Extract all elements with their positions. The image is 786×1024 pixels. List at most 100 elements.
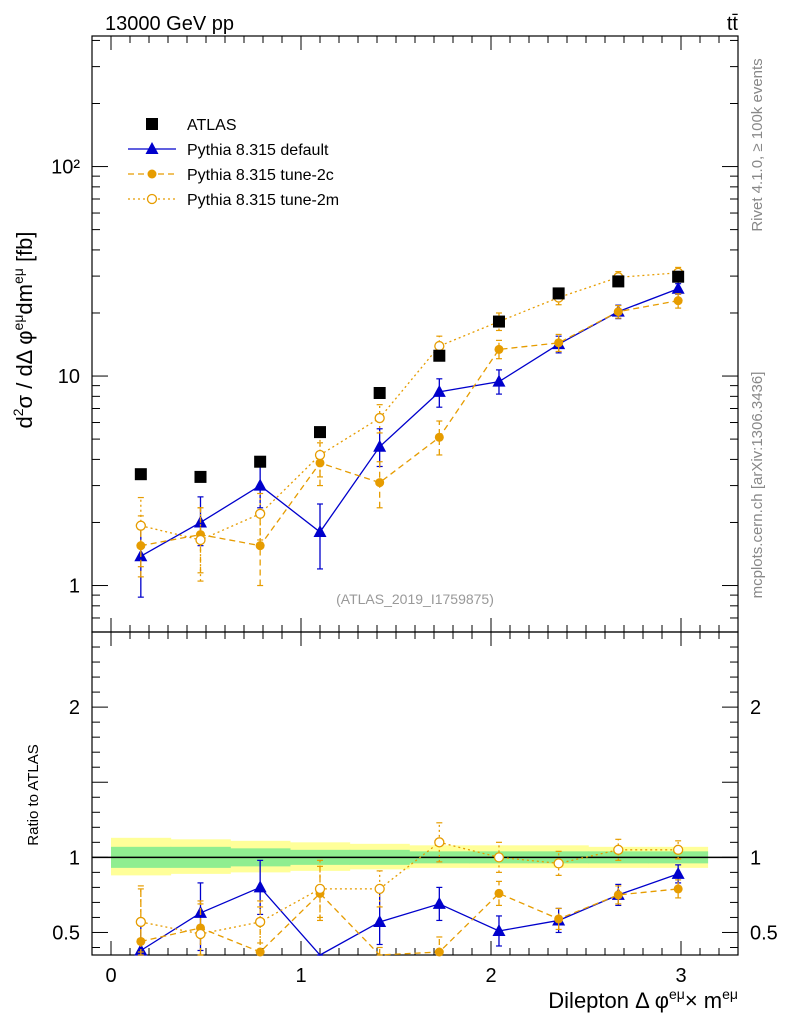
- default-data-point: [373, 439, 387, 452]
- legend-label: ATLAS: [187, 117, 237, 134]
- legend: ATLAS Pythia 8.315 default Pythia 8.315 tu…: [128, 117, 339, 209]
- process-label: tt̄: [727, 13, 739, 35]
- legend-entry-atlas: ATLAS: [146, 117, 237, 134]
- tune2c-data-point: [255, 541, 265, 551]
- legend-marker: [147, 169, 157, 179]
- x-axis-label: Dilepton Δ φeμ× meμ: [548, 986, 738, 1013]
- tune2c-data-point: [673, 296, 683, 306]
- tune2c-data-point: [315, 458, 325, 468]
- tune2c-data-point: [255, 947, 265, 957]
- source-label: mcplots.cern.ch [arXiv:1306.3436]: [749, 372, 766, 599]
- default-data-point: [492, 374, 506, 387]
- tune2m-data-point: [493, 852, 505, 863]
- tune2m-line: [140, 841, 679, 935]
- atlas-data-point: [254, 455, 267, 468]
- default-data-point: [253, 880, 267, 893]
- tune2m-data-point: [135, 520, 146, 531]
- y-tick-label: 1: [69, 576, 80, 598]
- default-line: [140, 873, 679, 956]
- tune2m-data-point: [314, 883, 326, 895]
- tune2c-data-point: [375, 478, 385, 488]
- tune2m-series-[object Object]: [135, 266, 684, 582]
- tune2c-line: [140, 888, 679, 956]
- tune2m-data-point: [553, 858, 564, 869]
- default-series-[object Object]: [134, 859, 685, 956]
- ratio-y-tick-label: 2: [69, 697, 80, 719]
- y-tick-label: 10²: [51, 157, 80, 179]
- tune2m-data-point: [673, 844, 684, 855]
- tune2c-data-point: [673, 884, 683, 894]
- tune2m-data-point: [374, 883, 385, 895]
- ratio-y-tick-label: 1: [69, 847, 80, 869]
- tune2m-data-point: [314, 449, 326, 461]
- x-tick-label: 1: [295, 965, 306, 987]
- legend-entry-tune2m: Pythia 8.315 tune-2m: [128, 192, 339, 209]
- legend-entry-tune2c: Pythia 8.315 tune-2c: [128, 167, 334, 184]
- default-line: [140, 288, 679, 557]
- x-tick-label: 0: [105, 965, 116, 987]
- analysis-label: (ATLAS_2019_I1759875): [336, 591, 494, 607]
- energy-label: 13000 GeV pp: [105, 13, 234, 35]
- ratio-uncertainty-band: [92, 837, 738, 876]
- default-data-point: [492, 923, 506, 936]
- ratio-y-tick-label-right: 1: [750, 847, 761, 869]
- rivet-version-label: Rivet 4.1.0, ≥ 100k events: [749, 58, 766, 231]
- tune2m-data-point: [195, 534, 206, 546]
- legend-entry-default: Pythia 8.315 default: [128, 142, 329, 159]
- tune2c-data-point: [494, 888, 504, 898]
- tune2c-line: [140, 300, 679, 547]
- default-data-point: [432, 896, 446, 909]
- ratio-y-tick-label: 0.5: [52, 922, 80, 944]
- tune2c-data-point: [494, 344, 504, 354]
- ratio-y-tick-label-right: 0.5: [750, 922, 778, 944]
- default-series-[object Object]: [134, 281, 685, 598]
- atlas-data-point: [492, 315, 505, 328]
- tune2c-data-point: [554, 338, 564, 348]
- atlas-series-[object Object]: [134, 270, 685, 483]
- tune2m-data-point: [254, 508, 266, 519]
- axes: 0 1 2 3 1 10 10² 0.5 0.5 1 1 2 2: [51, 35, 778, 987]
- tune2m-data-point: [135, 916, 146, 928]
- main-y-axis-label: d2σ / dΔ φeμdmeμ [fb]: [10, 231, 37, 428]
- x-tick-label: 3: [675, 965, 686, 987]
- ratio-y-tick-label-right: 2: [750, 697, 761, 719]
- tune2c-data-point: [434, 947, 444, 957]
- tune2m-data-point: [374, 412, 385, 424]
- legend-marker: [145, 142, 159, 154]
- atlas-data-point: [433, 349, 446, 362]
- default-data-point: [373, 914, 387, 927]
- tune2m-line: [140, 272, 679, 541]
- atlas-data-point: [672, 270, 685, 283]
- legend-label: Pythia 8.315 tune-2c: [187, 167, 334, 184]
- default-data-point: [253, 478, 267, 491]
- legend-label: Pythia 8.315 tune-2m: [187, 192, 339, 209]
- atlas-data-point: [612, 275, 625, 288]
- ratio-y-axis-label: Ratio to ATLAS: [25, 744, 42, 845]
- tune2c-data-point: [613, 307, 623, 317]
- tune2c-data-point: [613, 890, 623, 900]
- legend-marker: [146, 193, 158, 205]
- atlas-data-point: [134, 468, 147, 481]
- default-data-point: [671, 866, 685, 879]
- legend-marker: [146, 118, 158, 130]
- x-tick-label: 2: [485, 965, 496, 987]
- data-series: [134, 266, 685, 957]
- tune2c-series-[object Object]: [136, 865, 683, 957]
- atlas-data-point: [373, 386, 386, 399]
- default-data-point: [313, 525, 327, 538]
- tune2c-series-[object Object]: [136, 293, 683, 587]
- tune2m-data-point: [195, 928, 206, 940]
- tune2c-data-point: [554, 914, 564, 924]
- tune2m-data-point: [434, 837, 445, 848]
- tune2c-data-point: [434, 432, 444, 442]
- ratio-panel-frame: [91, 631, 739, 956]
- tune2m-data-point: [434, 340, 445, 352]
- tune2m-series-[object Object]: [135, 822, 684, 956]
- atlas-data-point: [552, 287, 565, 300]
- default-data-point: [671, 281, 685, 294]
- legend-label: Pythia 8.315 default: [187, 142, 329, 159]
- tune2m-data-point: [613, 844, 624, 855]
- atlas-data-point: [194, 470, 207, 483]
- atlas-data-point: [314, 426, 326, 439]
